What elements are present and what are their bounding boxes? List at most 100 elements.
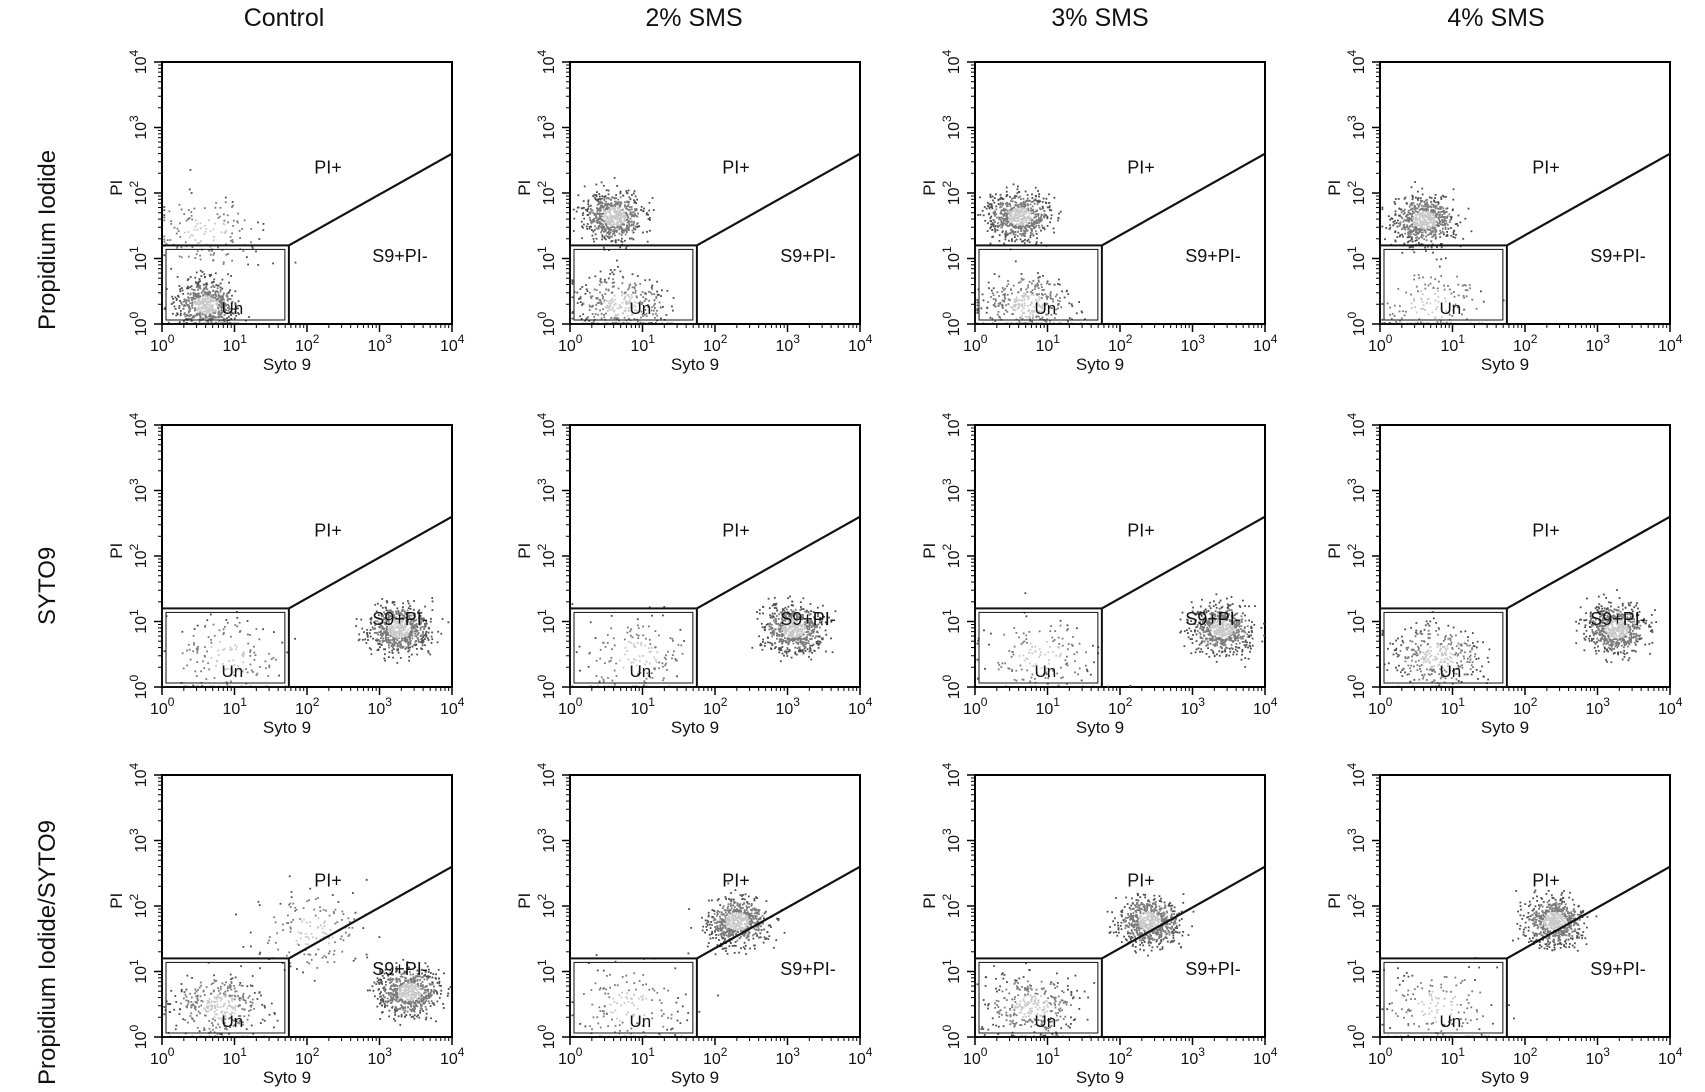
event-dot: [1035, 219, 1038, 221]
event-dot: [1420, 290, 1422, 293]
event-dot: [1417, 213, 1419, 216]
event-dot: [624, 309, 627, 312]
event-dot: [981, 209, 984, 212]
event-dot: [612, 207, 615, 210]
event-dot: [1418, 228, 1421, 230]
event-dot: [1040, 306, 1043, 309]
event-dot: [249, 655, 252, 657]
event-dot: [231, 206, 233, 208]
event-dot: [650, 309, 653, 312]
event-dot: [1024, 235, 1026, 237]
event-dot: [1011, 230, 1014, 233]
event-dot: [1013, 213, 1016, 216]
event-dot: [1046, 217, 1049, 220]
event-dot: [618, 223, 621, 226]
event-dot: [377, 642, 379, 645]
event-dot: [195, 301, 198, 303]
event-dot: [1401, 251, 1404, 254]
event-dot: [996, 229, 999, 232]
event-dot: [581, 225, 583, 228]
event-dot: [1048, 193, 1050, 196]
event-dot: [1071, 318, 1073, 321]
event-dot: [177, 295, 180, 298]
event-dot: [1437, 201, 1440, 204]
event-dot: [1434, 278, 1437, 281]
event-dot: [1408, 230, 1411, 233]
event-dot: [224, 309, 227, 311]
event-dot: [600, 303, 602, 305]
event-dot: [214, 316, 217, 319]
gate-label-s9-pi-neg: S9+PI-: [1590, 246, 1646, 266]
event-dot: [609, 305, 611, 308]
event-dot: [1410, 302, 1413, 305]
event-dot: [1002, 221, 1005, 223]
event-dot: [414, 644, 417, 647]
event-dot: [601, 202, 604, 204]
event-dot: [1424, 287, 1427, 290]
event-dot: [1405, 215, 1407, 218]
event-dot: [395, 633, 398, 636]
event-dot: [623, 205, 626, 208]
event-dot: [571, 282, 574, 285]
event-dot: [992, 294, 995, 297]
event-dot: [205, 298, 208, 301]
event-dot: [226, 295, 228, 298]
event-dot: [996, 313, 999, 316]
event-dot: [1021, 309, 1023, 312]
y-axis-label: PI: [515, 180, 534, 196]
event-dot: [619, 196, 622, 199]
event-dot: [1434, 317, 1436, 320]
event-dot: [364, 638, 367, 641]
column-title-2pct-sms: 2% SMS: [645, 4, 743, 32]
event-dot: [1402, 213, 1405, 216]
event-dot: [355, 618, 358, 620]
event-dot: [596, 203, 599, 206]
event-dot: [209, 230, 212, 233]
event-dot: [205, 307, 207, 310]
event-dot: [229, 310, 232, 313]
event-dot: [603, 196, 606, 198]
event-dot: [1011, 216, 1014, 219]
event-dot: [226, 320, 229, 322]
event-dot: [1394, 198, 1397, 200]
event-dot: [1019, 212, 1021, 215]
event-dot: [661, 289, 663, 292]
event-dot: [1055, 313, 1057, 315]
event-dot: [632, 224, 634, 226]
event-dot: [179, 300, 181, 302]
event-dot: [589, 291, 591, 294]
event-dot: [1025, 208, 1028, 210]
event-dot: [210, 656, 213, 659]
event-dot: [194, 307, 197, 310]
event-dot: [608, 210, 610, 213]
event-dot: [1450, 227, 1452, 229]
event-dot: [999, 206, 1001, 209]
event-dot: [219, 315, 222, 318]
event-dot: [592, 237, 595, 240]
event-dot: [1033, 225, 1035, 228]
event-dot: [626, 315, 629, 318]
event-dot: [189, 286, 192, 289]
event-dot: [1035, 241, 1038, 243]
event-dot: [607, 217, 610, 220]
event-dot: [1000, 196, 1002, 199]
event-dot: [209, 291, 212, 294]
event-dot: [626, 227, 629, 229]
event-dot: [997, 304, 1000, 307]
event-dot: [191, 234, 194, 237]
event-dot: [604, 278, 606, 281]
event-dot: [1411, 213, 1413, 216]
event-dot: [210, 641, 213, 644]
event-dot: [588, 225, 591, 228]
event-dot: [1022, 219, 1024, 222]
event-dot: [187, 643, 190, 646]
event-dot: [215, 304, 218, 306]
event-dot: [187, 314, 190, 317]
event-dot: [1007, 283, 1010, 286]
event-dot: [1412, 196, 1414, 199]
event-dot: [169, 239, 172, 241]
event-dot: [1006, 222, 1009, 225]
event-dot: [1040, 297, 1043, 299]
event-dot: [1010, 198, 1013, 200]
event-dot: [1019, 195, 1022, 198]
